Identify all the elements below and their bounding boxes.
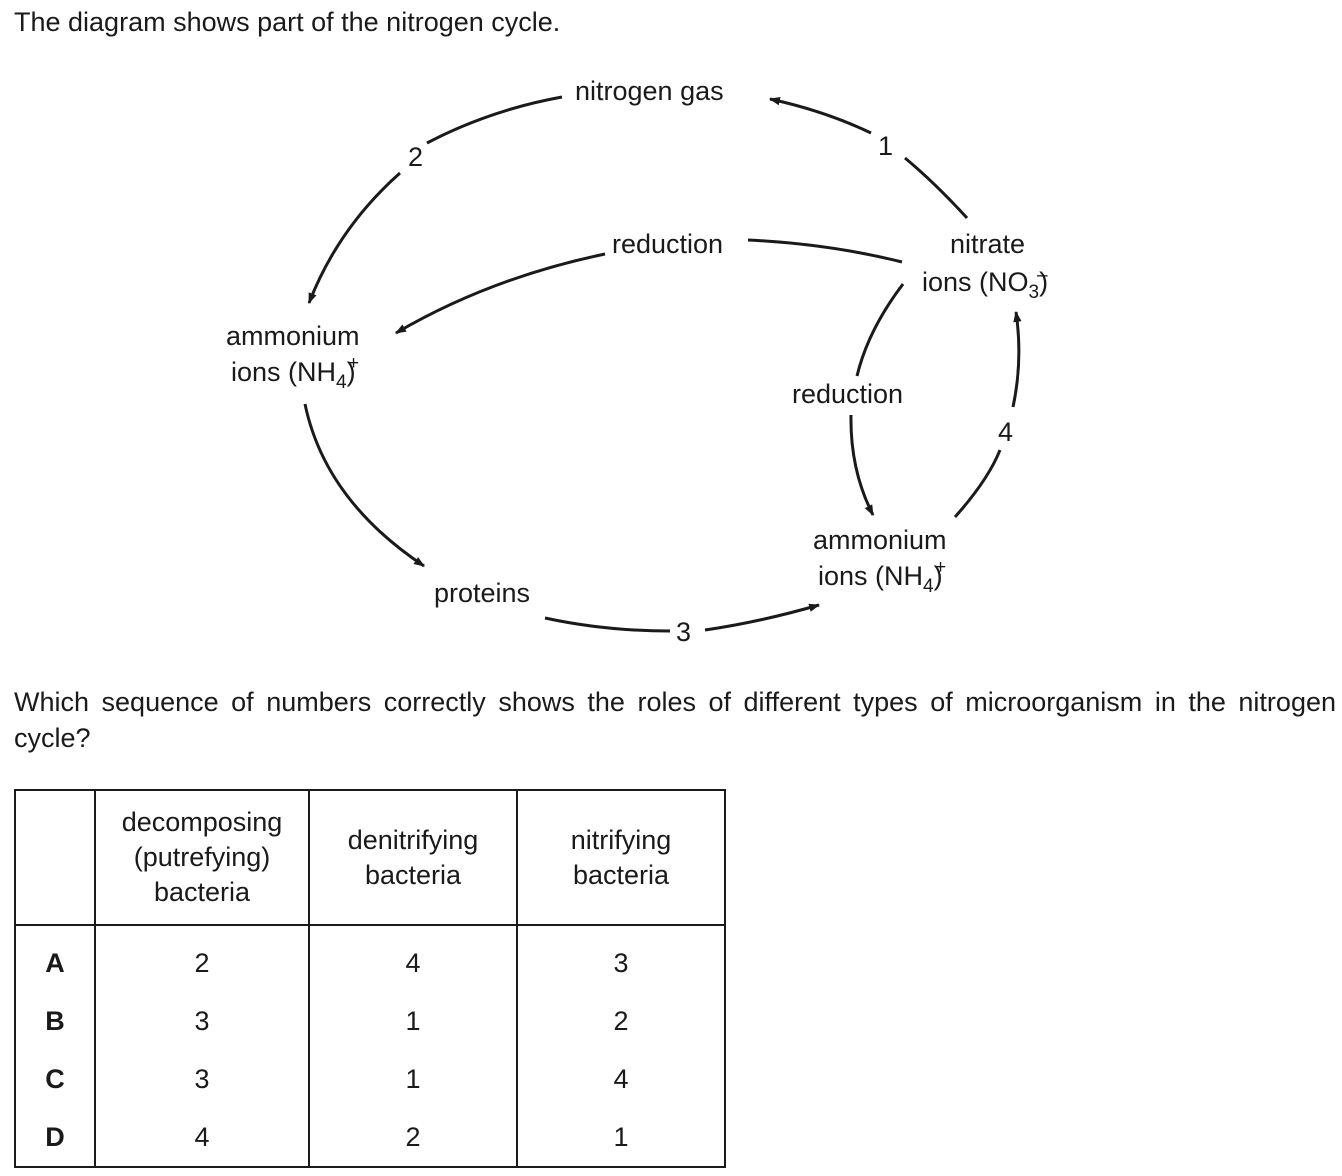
node-nitrate-line1: nitrate <box>950 229 1025 259</box>
cell-nitrifying: 2 <box>516 992 726 1050</box>
arrow-4-ammonium-to-nitrate <box>953 449 1002 518</box>
cell-nitrifying: 1 <box>516 1108 726 1168</box>
arrow-3-proteins-to-ammonium <box>544 616 671 633</box>
nitrate-suffix: ) <box>1039 267 1048 297</box>
question-text: Which sequence of numbers correctly show… <box>14 687 1336 753</box>
header-blank <box>14 789 96 926</box>
arrow-1-head-segment <box>768 97 872 135</box>
arrow-2-nitrogen-to-ammonium <box>426 95 563 145</box>
arrow-reduction-upper-head-segment <box>395 252 606 335</box>
header-nitrifying-line2: bacteria <box>572 859 670 890</box>
cell-denitrifying: 1 <box>308 992 518 1050</box>
cell-nitrifying: 3 <box>516 925 726 992</box>
table-row[interactable]: C 3 1 4 <box>14 1050 726 1108</box>
option-label[interactable]: B <box>14 992 96 1050</box>
ammonium-right-prefix: ions (NH <box>818 561 923 591</box>
node-nitrate-line2: ions (NO3) <box>922 267 1048 303</box>
edge-label-4: 4 <box>998 417 1013 447</box>
edge-label-1: 1 <box>878 131 893 161</box>
header-denitrifying: denitrifying bacteria <box>308 789 518 926</box>
node-ammonium-right-line2: ions (NH4) <box>818 561 943 597</box>
nitrate-subscript: 3 <box>1029 282 1040 303</box>
edge-label-reduction-lower: reduction <box>792 379 903 409</box>
edge-label-reduction-upper: reduction <box>612 229 723 259</box>
ammonium-right-superscript: + <box>935 557 946 578</box>
option-label[interactable]: D <box>14 1108 96 1168</box>
header-nitrifying: nitrifying bacteria <box>516 789 726 926</box>
option-label[interactable]: A <box>14 925 96 992</box>
ammonium-left-suffix: ) <box>347 357 356 387</box>
table-row[interactable]: B 3 1 2 <box>14 992 726 1050</box>
ammonium-right-subscript: 4 <box>923 576 934 597</box>
ammonium-left-prefix: ions (NH <box>231 357 336 387</box>
node-proteins: proteins <box>434 578 530 608</box>
intro-text: The diagram shows part of the nitrogen c… <box>14 7 561 37</box>
cell-decomposing: 4 <box>94 1108 310 1168</box>
nitrogen-cycle-diagram: nitrogen gas nitrate ions (NO3) – ammoni… <box>226 76 1048 647</box>
node-ammonium-left-line2: ions (NH4) <box>231 357 356 393</box>
arrow-2-head-segment <box>307 171 401 305</box>
node-ammonium-right-line1: ammonium <box>813 525 947 555</box>
arrow-reduction-nitrate-to-ammonium-left <box>747 238 903 264</box>
node-nitrogen-gas: nitrogen gas <box>575 76 724 106</box>
table-header-row: decomposing (putrefying) bacteria denitr… <box>14 789 726 926</box>
nitrate-superscript: – <box>1037 265 1048 286</box>
header-decomposing-line2: (putrefying) <box>133 842 271 872</box>
table-row[interactable]: D 4 2 1 <box>14 1108 726 1168</box>
header-decomposing-line3: bacteria <box>153 877 251 907</box>
header-decomposing-line1: decomposing <box>121 807 283 837</box>
ammonium-left-superscript: + <box>348 353 359 374</box>
nitrate-prefix: ions (NO <box>922 267 1029 297</box>
edge-label-2: 2 <box>408 142 423 172</box>
header-denitrifying-line2: bacteria <box>364 859 462 890</box>
table-row[interactable]: A 2 4 3 <box>14 925 726 992</box>
answer-table: decomposing (putrefying) bacteria denitr… <box>14 789 726 1168</box>
node-ammonium-left-line1: ammonium <box>226 321 360 351</box>
cell-nitrifying: 4 <box>516 1050 726 1108</box>
cell-decomposing: 3 <box>94 992 310 1050</box>
cell-decomposing: 2 <box>94 925 310 992</box>
cell-denitrifying: 1 <box>308 1050 518 1108</box>
arrow-3-head-segment <box>704 603 821 632</box>
arrow-reduction-nitrate-to-ammonium-right <box>855 283 905 377</box>
cell-decomposing: 3 <box>94 1050 310 1108</box>
option-label[interactable]: C <box>14 1050 96 1108</box>
header-denitrifying-line1: denitrifying <box>347 824 479 855</box>
edge-label-3: 3 <box>676 617 691 647</box>
ammonium-left-subscript: 4 <box>336 372 347 393</box>
header-decomposing: decomposing (putrefying) bacteria <box>94 789 310 926</box>
arrow-4-head-segment <box>1011 310 1022 408</box>
arrow-1-nitrate-to-nitrogen <box>904 156 969 220</box>
arrow-reduction-lower-head-segment <box>849 414 875 516</box>
arrow-ammonium-to-proteins <box>303 403 425 568</box>
cell-denitrifying: 2 <box>308 1108 518 1168</box>
header-nitrifying-line1: nitrifying <box>570 824 672 855</box>
cell-denitrifying: 4 <box>308 925 518 992</box>
ammonium-right-suffix: ) <box>934 561 943 591</box>
